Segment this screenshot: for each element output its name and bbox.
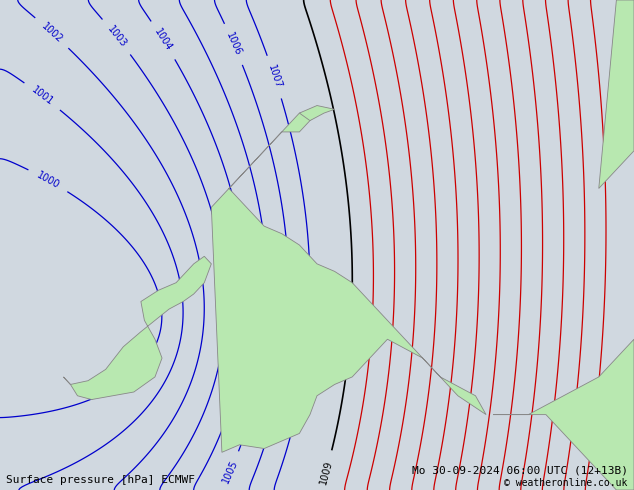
Polygon shape	[211, 113, 486, 452]
Text: 1006: 1006	[224, 31, 243, 57]
Text: 1007: 1007	[266, 64, 283, 90]
Text: 1000: 1000	[35, 170, 61, 191]
Text: 1003: 1003	[105, 24, 128, 49]
Text: 1001: 1001	[30, 85, 55, 107]
Text: Surface pressure [hPa] ECMWF: Surface pressure [hPa] ECMWF	[6, 475, 195, 485]
Text: 1009: 1009	[318, 459, 334, 485]
Text: 1002: 1002	[39, 21, 65, 45]
Polygon shape	[493, 339, 634, 490]
Polygon shape	[63, 256, 211, 399]
Text: 1004: 1004	[153, 27, 174, 53]
Text: Mo 30-09-2024 06:00 UTC (12+13B): Mo 30-09-2024 06:00 UTC (12+13B)	[411, 466, 628, 475]
Polygon shape	[598, 0, 634, 189]
Polygon shape	[299, 105, 335, 121]
Text: 1005: 1005	[220, 459, 239, 485]
Text: © weatheronline.co.uk: © weatheronline.co.uk	[504, 478, 628, 488]
